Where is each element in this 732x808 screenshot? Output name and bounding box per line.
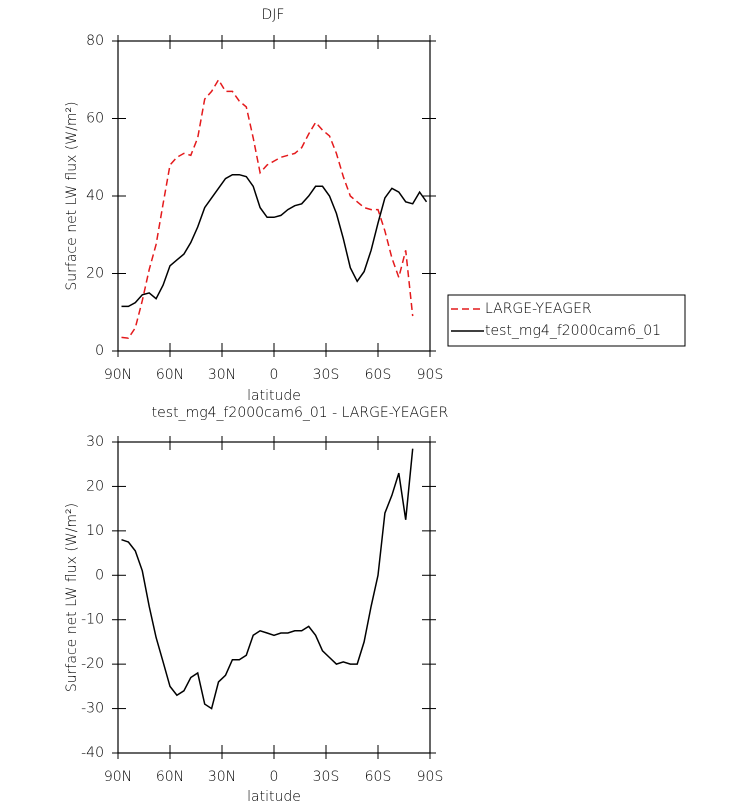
y-tick-label: 20 [86, 478, 104, 494]
plot-frame [117, 40, 431, 352]
y-tick-label: 0 [95, 567, 104, 583]
legend-label: LARGE-YEAGER [485, 301, 592, 317]
x-tick-label: 90S [417, 367, 444, 383]
x-tick-label: 0 [270, 367, 279, 383]
y-tick-label: -40 [81, 745, 104, 761]
plot-frame [117, 441, 431, 754]
chart-title: DJF [262, 7, 285, 23]
chart-title: test_mg4_f2000cam6_01 - LARGE-YEAGER [152, 405, 449, 421]
x-tick-label: 60N [156, 367, 184, 383]
x-tick-label: 30S [313, 367, 340, 383]
y-tick-label: -30 [81, 701, 104, 717]
y-axis-label: Surface net LW flux (W/m²) [64, 503, 80, 692]
x-tick-label: 60S [365, 367, 392, 383]
x-axis-label: latitude [247, 789, 301, 805]
y-axis-label: Surface net LW flux (W/m²) [64, 101, 80, 290]
legend: LARGE-YEAGER test_mg4_f2000cam6_01 [447, 294, 686, 347]
data-line [121, 173, 428, 308]
y-tick-label: 0 [95, 343, 104, 359]
y-tick-label: 80 [86, 33, 104, 49]
y-tick-label: 40 [86, 188, 104, 204]
data-line [121, 448, 414, 710]
x-tick-label: 90N [104, 769, 132, 785]
x-tick-label: 0 [270, 769, 279, 785]
y-tick-label: 10 [86, 523, 104, 539]
y-tick-label: 20 [86, 266, 104, 282]
y-tick-label: 60 [86, 111, 104, 127]
y-tick-label: -20 [81, 656, 104, 672]
data-line [121, 78, 414, 339]
x-tick-label: 60S [365, 769, 392, 785]
x-tick-label: 60N [156, 769, 184, 785]
y-tick-label: -10 [81, 612, 104, 628]
x-tick-label: 30N [208, 367, 236, 383]
legend-box [447, 294, 686, 347]
y-tick-label: 30 [86, 434, 104, 450]
x-tick-label: 90S [417, 769, 444, 785]
x-axis-label: latitude [247, 388, 301, 404]
x-tick-label: 90N [104, 367, 132, 383]
x-tick-label: 30S [313, 769, 340, 785]
x-tick-label: 30N [208, 769, 236, 785]
legend-label: test_mg4_f2000cam6_01 [485, 323, 661, 339]
